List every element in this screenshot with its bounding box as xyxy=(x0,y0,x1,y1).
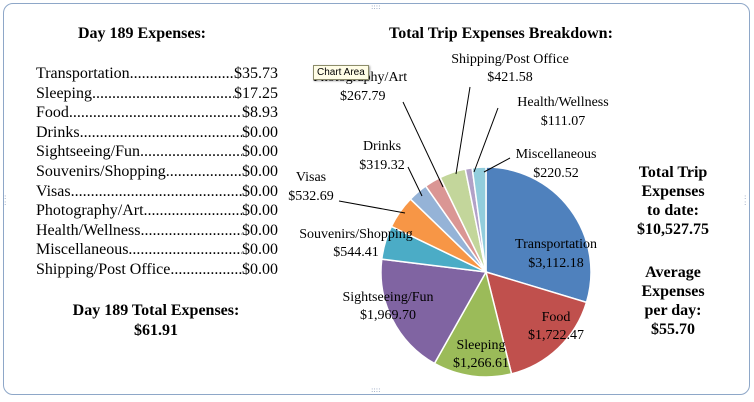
expense-row: Miscellaneous $0.00 xyxy=(36,240,278,260)
pie-slice-sleeping[interactable] xyxy=(433,269,513,378)
expense-amount: $0.00 xyxy=(242,221,278,239)
slice-value-label: $3,112.18 xyxy=(528,256,583,271)
trip-summary: Total Trip Expenses to date: $10,527.75 … xyxy=(622,163,724,339)
chart-title: Total Trip Expenses Breakdown: xyxy=(389,25,613,42)
chart-area-tooltip: Chart Area xyxy=(313,65,369,80)
total-trip-label-3: to date: xyxy=(647,202,699,219)
pie-slice-miscellaneous[interactable] xyxy=(471,166,487,273)
slice-value-label: $111.07 xyxy=(541,114,585,129)
expense-row: Transportation $35.73 xyxy=(36,64,278,84)
expense-category: Shipping/Post Office xyxy=(36,260,171,278)
pie-slice-food[interactable] xyxy=(484,270,588,375)
slice-label: Transportation xyxy=(515,237,597,252)
total-trip-label-1: Total Trip xyxy=(638,164,708,181)
expense-amount: $8.93 xyxy=(242,104,278,122)
pie-slice-sightseeing-fun[interactable] xyxy=(380,258,488,365)
day-total-value: $61.91 xyxy=(134,322,178,339)
expense-row: Food $8.93 xyxy=(36,103,278,123)
expense-row: Shipping/Post Office $0.00 xyxy=(36,260,278,280)
top-resize-handle[interactable]: :::: xyxy=(371,3,381,11)
bottom-resize-handle[interactable]: :::: xyxy=(371,386,381,394)
average-label-3: per day: xyxy=(644,302,702,319)
slice-label: Drinks xyxy=(363,139,401,154)
slice-value-label: $532.69 xyxy=(288,189,334,204)
expense-amount: $0.00 xyxy=(242,241,278,259)
leader-line xyxy=(473,107,499,173)
expense-category: Drinks xyxy=(36,123,80,141)
slice-label: Shipping/Post Office xyxy=(451,52,569,67)
expense-row: Visas $0.00 xyxy=(36,182,278,202)
slice-value-label: $1,266.61 xyxy=(453,356,509,371)
leader-line xyxy=(483,157,511,173)
expense-amount: $0.00 xyxy=(242,182,278,200)
total-trip-value: $10,527.75 xyxy=(637,221,709,238)
expense-amount: $17.25 xyxy=(234,84,278,102)
slice-value-label: $267.79 xyxy=(340,89,386,104)
slice-value-label: $421.58 xyxy=(487,70,533,85)
day-total-label: Day 189 Total Expenses: xyxy=(72,302,240,319)
expense-row: Souvenirs/Shopping $0.00 xyxy=(36,162,278,182)
expense-category: Food xyxy=(36,104,69,122)
leader-line xyxy=(402,101,444,188)
expense-amount: $0.00 xyxy=(242,260,278,278)
expense-amount: $0.00 xyxy=(242,162,278,180)
expense-category: Sightseeing/Fun xyxy=(36,143,141,161)
leader-line xyxy=(338,200,406,214)
average-value: $55.70 xyxy=(651,321,695,338)
expense-category: Transportation xyxy=(36,65,130,82)
expense-amount: $35.73 xyxy=(234,65,278,82)
leader-line xyxy=(455,86,471,175)
pie-slice-transportation[interactable] xyxy=(485,166,592,304)
slice-value-label: $319.32 xyxy=(359,158,405,173)
expense-row: Drinks $0.00 xyxy=(36,123,278,143)
expense-category: Miscellaneous xyxy=(36,241,129,259)
left-resize-handle[interactable]: :: xyxy=(4,193,7,207)
day-expense-list: Transportation $35.73 Sleeping $17.25 Food $8… xyxy=(36,64,278,280)
expense-row: Photography/Art $0.00 xyxy=(36,201,278,221)
total-trip-label-2: Expenses xyxy=(641,183,705,200)
slice-value-label: $1,722.47 xyxy=(528,328,584,343)
expense-category: Health/Wellness xyxy=(36,221,141,239)
right-resize-handle[interactable]: :: xyxy=(744,193,747,207)
slice-label: Sightseeing/Fun xyxy=(342,290,433,305)
expense-category: Photography/Art xyxy=(36,202,144,220)
day-expenses-title: Day 189 Expenses: xyxy=(78,25,207,42)
expense-amount: $0.00 xyxy=(242,123,278,141)
expense-amount: $0.00 xyxy=(242,202,278,220)
slice-label: Visas xyxy=(296,170,326,185)
slice-label: Miscellaneous xyxy=(516,147,597,162)
day-total-block: Day 189 Total Expenses: $61.91 xyxy=(36,301,276,341)
expense-row: Health/Wellness $0.00 xyxy=(36,221,278,241)
slice-label: Health/Wellness xyxy=(517,95,608,110)
expense-row: Sleeping $17.25 xyxy=(36,84,278,104)
expense-amount: $0.00 xyxy=(242,143,278,161)
slice-value-label: $220.52 xyxy=(533,166,579,181)
slice-label: Souvenirs/Shopping xyxy=(299,227,413,242)
slice-value-label: $544.41 xyxy=(333,245,379,260)
average-label-2: Expenses xyxy=(641,283,705,300)
average-label-1: Average xyxy=(645,264,701,281)
expense-category: Sleeping xyxy=(36,84,92,102)
slice-value-label: $1,969.70 xyxy=(360,308,416,323)
expense-category: Souvenirs/Shopping xyxy=(36,162,166,180)
expense-row: Sightseeing/Fun $0.00 xyxy=(36,142,278,162)
slice-label: Sleeping xyxy=(457,338,506,353)
slice-label: Food xyxy=(542,310,571,325)
expense-category: Visas xyxy=(36,182,71,200)
leader-line xyxy=(407,166,423,197)
